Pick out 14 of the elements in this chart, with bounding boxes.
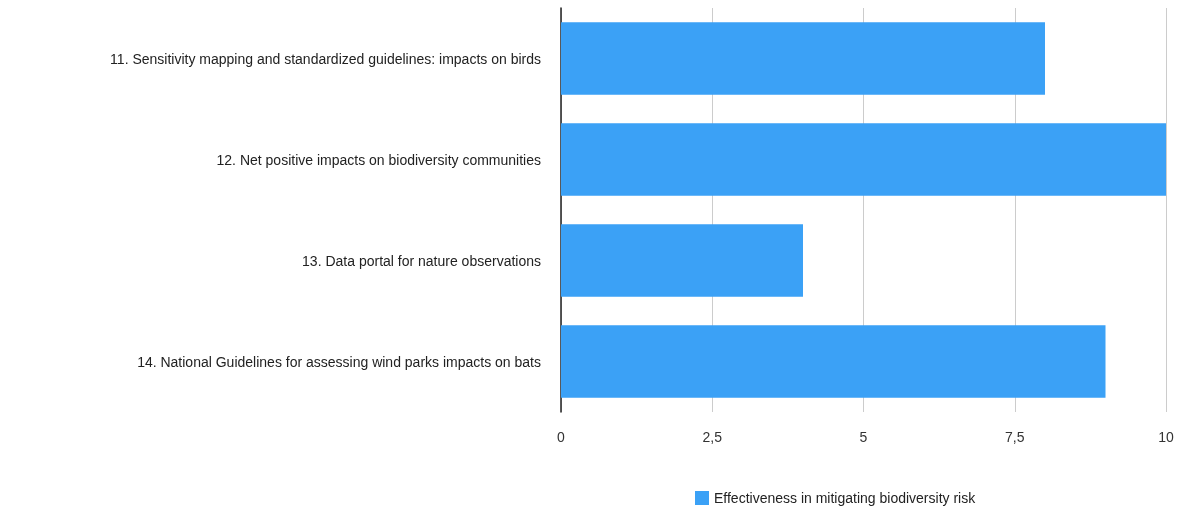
legend-label: Effectiveness in mitigating biodiversity risk [714, 490, 977, 506]
x-tick-label: 5 [859, 429, 868, 445]
x-tick-label: 7,5 [1005, 429, 1025, 445]
bar [561, 224, 803, 297]
y-tick-label: 14. National Guidelines for assessing wind parks impacts on bats [137, 353, 541, 370]
x-tick-label: 10 [1158, 429, 1174, 445]
bar [561, 325, 1106, 398]
x-tick-label: 2,5 [702, 429, 723, 445]
bar [561, 22, 1045, 95]
y-tick-label: 12. Net positive impacts on biodiversity communities [216, 151, 541, 168]
bar [561, 123, 1166, 196]
y-tick-label: 13. Data portal for nature observations [302, 252, 541, 269]
x-tick-label: 0 [557, 429, 566, 445]
y-tick-label: 11. Sensitivity mapping and standardized guidelines: impacts on birds [110, 50, 541, 67]
